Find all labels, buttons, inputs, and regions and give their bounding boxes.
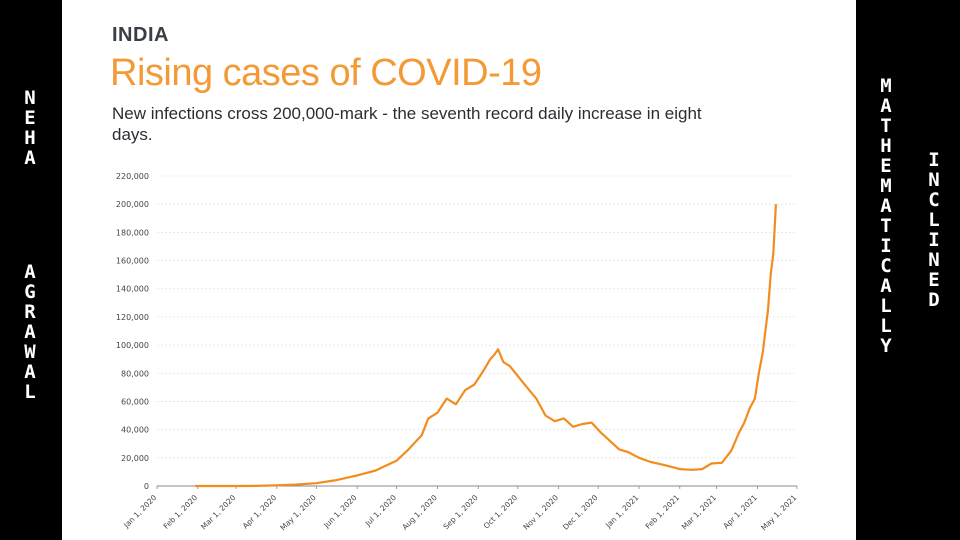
x-tick-label: Jan 1, 2021	[603, 493, 640, 530]
author-last-name: A G R A W A L	[24, 261, 36, 403]
y-tick-label: 140,000	[116, 285, 149, 294]
line-chart: 0 20,000 40,000 60,000 80,000 100,000 120,000 1…	[116, 172, 799, 532]
y-tick-label: 80,000	[121, 369, 149, 378]
x-tick-label: Mar 1, 2020	[199, 493, 237, 531]
channel-name-word2: I N C L I N E D	[928, 149, 940, 311]
x-tick-label: Apr 1, 2021	[721, 493, 759, 531]
x-tick-label: Sep 1, 2020	[441, 493, 479, 531]
author-first-name: N E H A	[24, 87, 36, 169]
y-tick-label: 20,000	[121, 454, 149, 463]
x-tick-label: Apr 1, 2020	[241, 493, 279, 531]
x-tick-label: May 1, 2020	[278, 493, 317, 532]
chart-country-label: INDIA	[112, 24, 169, 46]
x-tick-label: Feb 1, 2021	[644, 493, 682, 531]
x-tick-label: Jul 1, 2020	[363, 493, 399, 529]
y-tick-label: 200,000	[116, 200, 149, 209]
x-tick-label: Jan 1, 2020	[121, 493, 158, 530]
y-tick-label: 60,000	[121, 397, 149, 406]
y-tick-label: 180,000	[116, 228, 149, 237]
channel-name-word1: M A T H E M A T I C A L L Y	[880, 75, 892, 357]
x-tick-label: Dec 1, 2020	[561, 493, 600, 532]
x-tick-label: Feb 1, 2020	[162, 493, 200, 531]
x-tick-label: Aug 1, 2020	[400, 493, 439, 532]
x-tick-label: May 1, 2021	[759, 493, 798, 532]
x-tick-label: Jun 1, 2020	[321, 493, 358, 530]
chart-title: Rising cases of COVID-19	[110, 52, 542, 94]
y-tick-label: 120,000	[116, 313, 149, 322]
chart-panel: INDIA Rising cases of COVID-19 New infec…	[62, 0, 856, 540]
left-banner: N E H A A G R A W A L	[0, 0, 62, 540]
y-tick-label: 40,000	[121, 426, 149, 435]
y-tick-label: 0	[144, 482, 149, 491]
cases-series-line	[195, 204, 777, 488]
right-banner: M A T H E M A T I C A L L Y I N C L I N …	[856, 0, 960, 540]
x-tick-label: Mar 1, 2021	[680, 493, 718, 531]
y-tick-label: 100,000	[116, 341, 149, 350]
y-tick-label: 220,000	[116, 172, 149, 181]
y-tick-label: 160,000	[116, 257, 149, 266]
x-tick-label: Nov 1, 2020	[521, 493, 560, 532]
chart-subtitle: New infections cross 200,000-mark - the …	[112, 104, 702, 144]
x-tick-label: Oct 1, 2020	[482, 493, 520, 531]
